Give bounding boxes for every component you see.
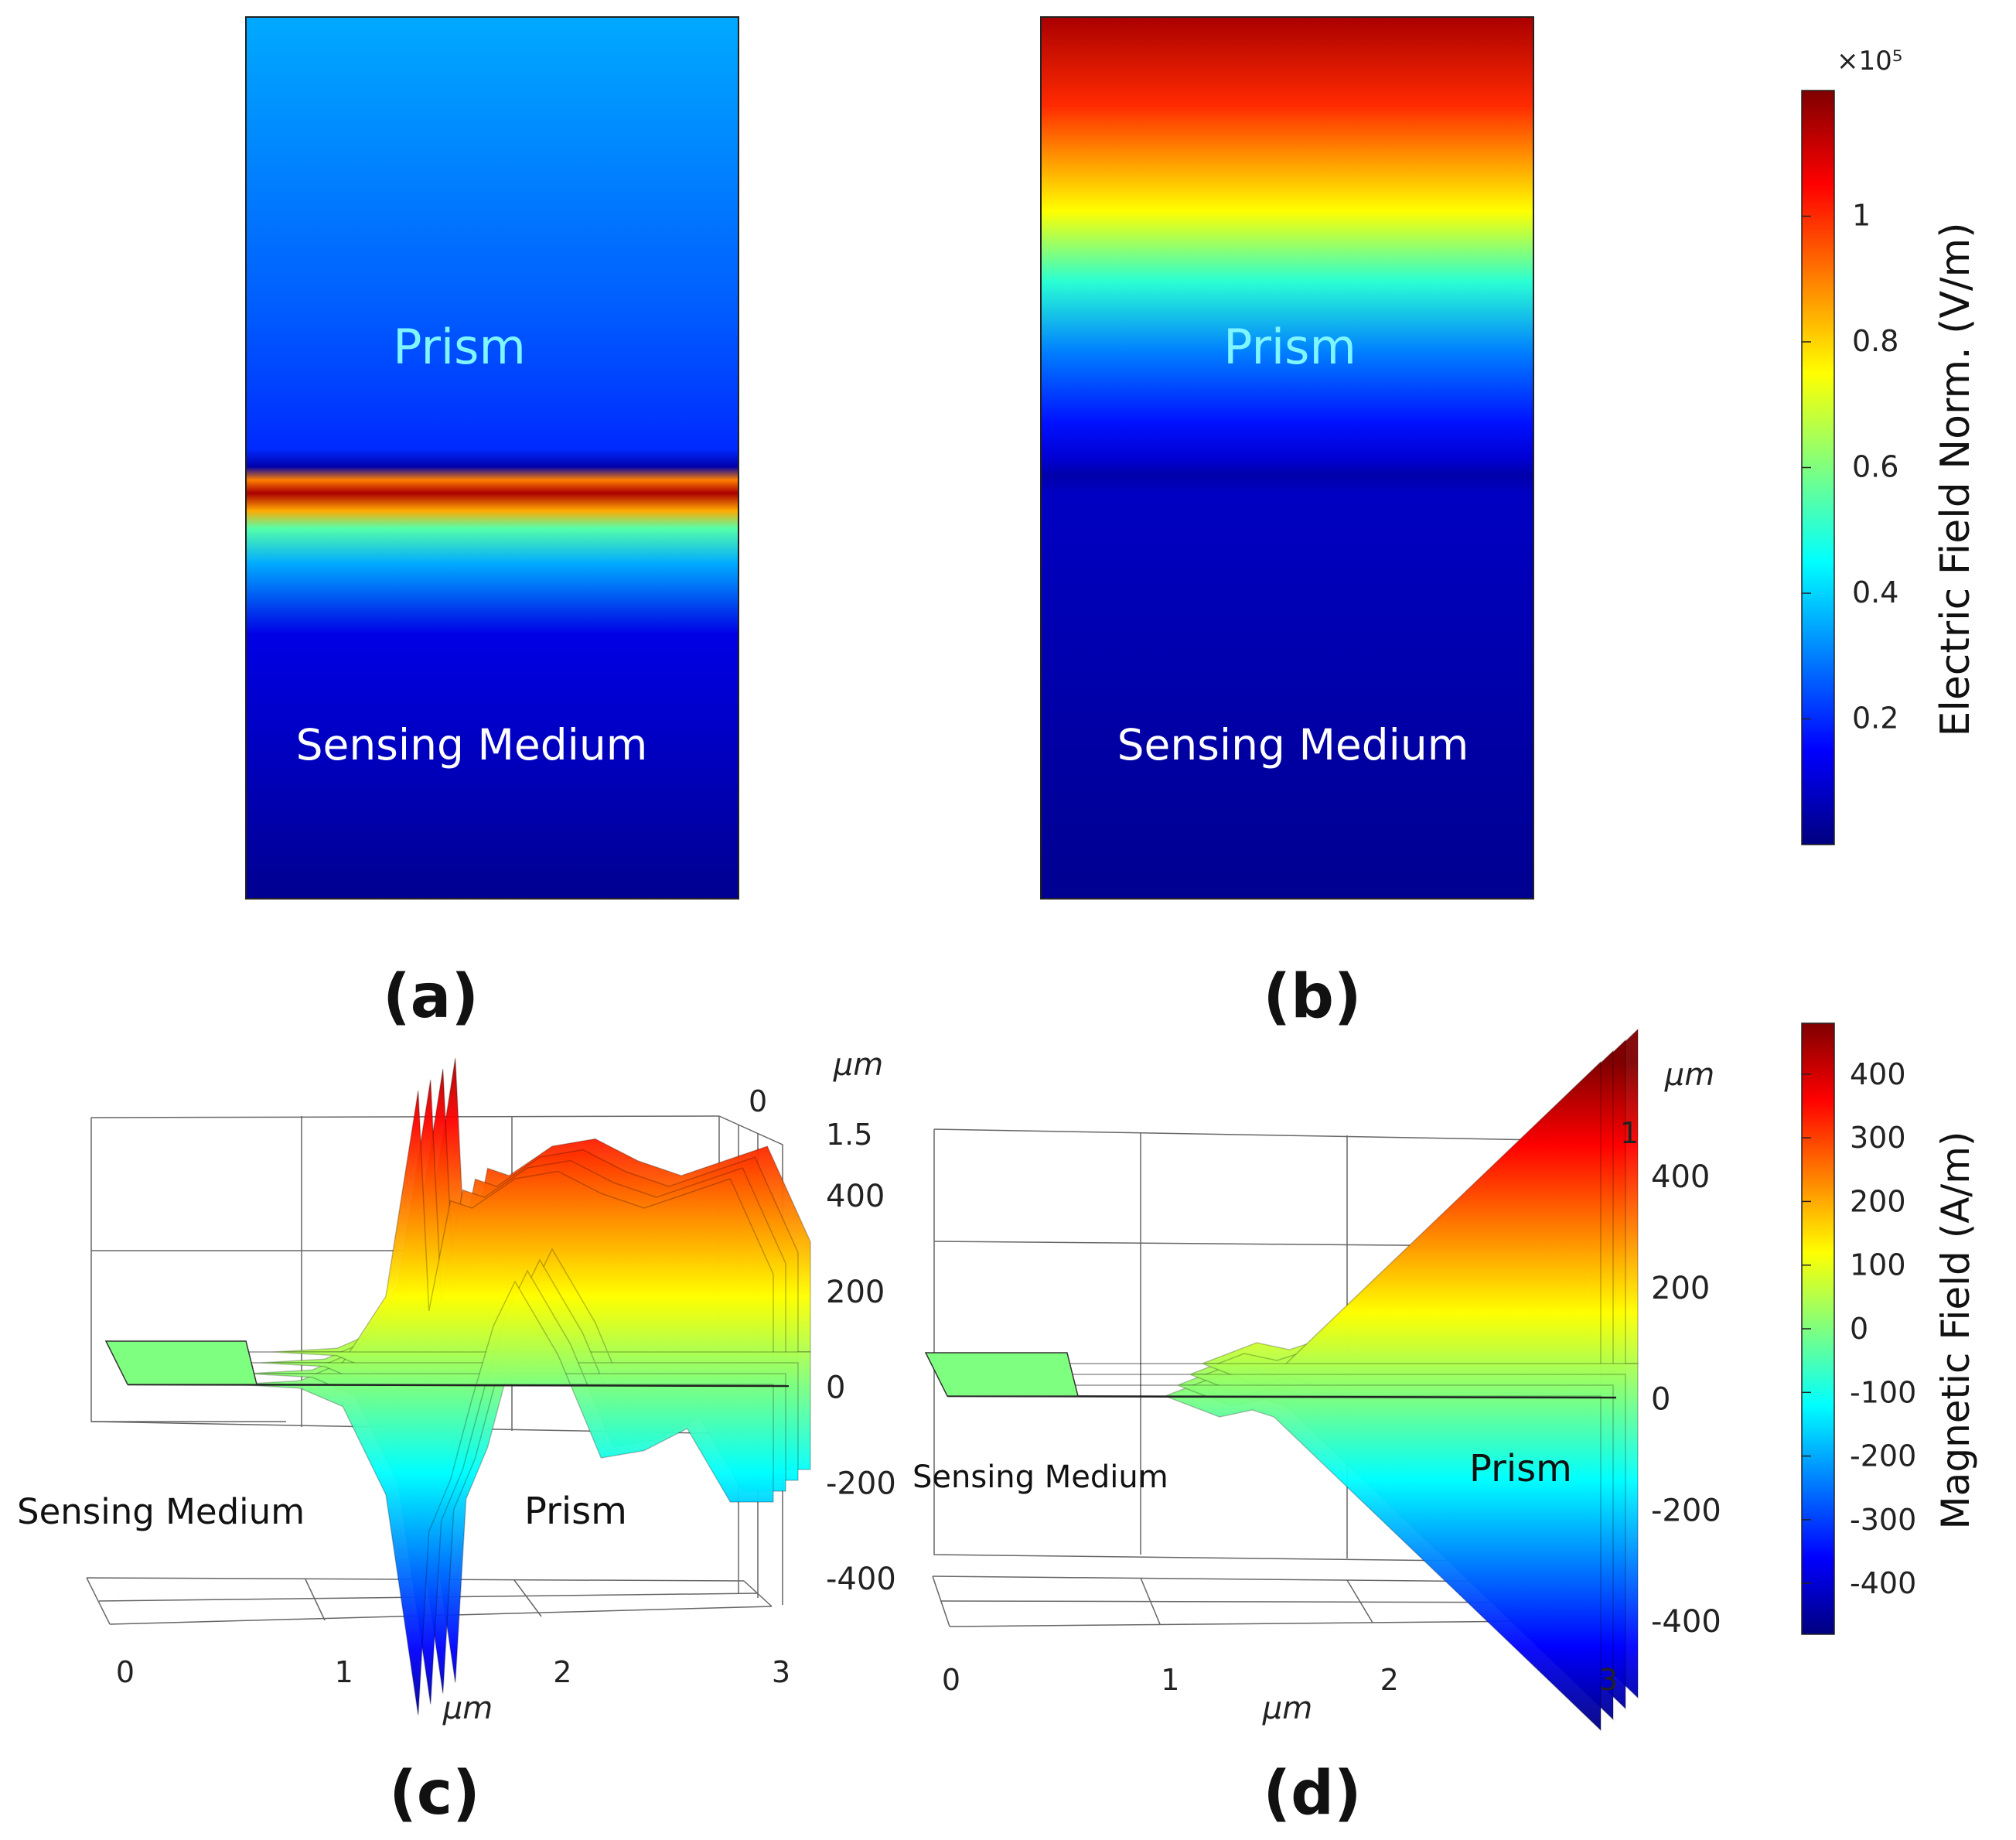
panel-c-x-tick-label: 3 [772, 1655, 790, 1689]
panel-d-depth-axis-label: μm [1664, 1057, 1714, 1093]
panel-d-x-tick-label: 3 [1599, 1663, 1618, 1697]
panel-d-flat-region [924, 1352, 1079, 1397]
panel-d-x-tick-label: 0 [942, 1663, 960, 1697]
panel-c-surface [104, 1057, 811, 1715]
panel-c-x-tick-label: 0 [116, 1655, 135, 1689]
panel-a-prism-label: Prism [393, 319, 526, 375]
panel-c-x-tick-label: 1 [335, 1655, 353, 1689]
panel-d-depth-ticks: 1 [1620, 1116, 1639, 1150]
panel-d-z-tick-label: 200 [1651, 1271, 1710, 1306]
panel-d-z-tick-label: 0 [1651, 1382, 1670, 1418]
panel-c-x-ticks: 0 1 2 3 [116, 1655, 790, 1689]
panel-d-caption: (d) [1263, 1759, 1361, 1828]
panel-b-field-map [1040, 16, 1534, 900]
panel-d-surface [924, 1028, 1639, 1732]
colorbar-electric-ticks: 1 0.8 0.6 0.4 0.2 [1802, 199, 1898, 736]
panel-c-surface-layer [128, 1090, 774, 1385]
panel-a-caption: (a) [383, 962, 479, 1032]
panel-c-x-tick-label: 2 [553, 1655, 571, 1689]
panel-c-z-tick-label: -400 [826, 1562, 896, 1597]
panel-b-caption: (b) [1263, 962, 1361, 1032]
panel-c-x-axis-label: μm [442, 1691, 493, 1726]
panel-c-z-tick-label: -200 [826, 1466, 896, 1501]
colorbar-magnetic: 400 300 200 100 0 -100 -200 -300 -400 Magnetic F… [1801, 1022, 1978, 1635]
colorbar-magnetic-tick-label: 200 [1850, 1184, 1906, 1218]
panel-d-z-ticks: 400 200 0 -200 -400 [1651, 1159, 1721, 1640]
colorbar-electric-tick-label: 0.6 [1852, 450, 1898, 484]
colorbar-magnetic-tick-label: -300 [1850, 1503, 1916, 1537]
colorbar-magnetic-title: Magnetic Field (A/m) [1933, 1132, 1978, 1530]
panel-b-sensing-label: Sensing Medium [1117, 720, 1469, 770]
panel-c-z-tick-label: 400 [826, 1179, 885, 1214]
panel-c-depth-axis-label: μm [833, 1047, 883, 1083]
colorbar-magnetic-tick-label: 400 [1850, 1057, 1906, 1091]
colorbar-magnetic-ticks: 400 300 200 100 0 -100 -200 -300 -400 [1802, 1057, 1916, 1600]
panel-c-depth-tick-label: 0 [749, 1084, 767, 1118]
panel-d-x-tick-label: 2 [1380, 1663, 1399, 1697]
panel-b: Prism Sensing Medium (b) [1040, 16, 1534, 1032]
panel-c-z-tick-label: 200 [826, 1275, 885, 1310]
panel-d-sensing-label: Sensing Medium [912, 1459, 1168, 1495]
colorbar-electric-tick-label: 0.4 [1852, 575, 1898, 609]
colorbar-magnetic-tick-label: 300 [1850, 1121, 1906, 1155]
colorbar-electric-title: Electric Field Norm. (V/m) [1932, 223, 1979, 737]
colorbar-magnetic-tick-label: 0 [1850, 1312, 1868, 1346]
panel-d-depth-tick-label: 1 [1620, 1116, 1639, 1150]
colorbar-magnetic-tick-label: -200 [1850, 1439, 1916, 1473]
panel-d-z-tick-label: 400 [1651, 1159, 1710, 1195]
panel-c-flat-region [104, 1340, 258, 1385]
panel-d: 0 1 2 3 400 200 0 -200 -400 1 μm μm Sensing Med… [912, 1028, 1721, 1828]
panel-d-prism-label: Prism [1469, 1447, 1572, 1490]
panel-c-prism-label: Prism [524, 1490, 627, 1533]
panel-d-x-ticks: 0 1 2 3 [942, 1663, 1618, 1697]
panel-b-prism-label: Prism [1223, 319, 1356, 375]
colorbar-magnetic-tick-label: -100 [1850, 1375, 1916, 1409]
panel-c-caption: (c) [389, 1759, 480, 1828]
colorbar-electric-tick-label: 0.8 [1852, 324, 1898, 358]
panel-a-field-map [245, 16, 739, 900]
panel-d-z-tick-label: -200 [1651, 1493, 1721, 1528]
panel-c-surface-layer [128, 1280, 774, 1715]
panel-c-z-tick-label: 0 [826, 1371, 845, 1406]
colorbar-magnetic-tick-label: -400 [1850, 1566, 1916, 1600]
colorbar-electric-multiplier: ×10⁵ [1837, 46, 1902, 77]
panel-c-depth-tick-label: 1.5 [826, 1118, 872, 1152]
panel-a: Prism Sensing Medium (a) [245, 16, 739, 1032]
colorbar-electric: ×10⁵ 1 0.8 0.6 0.4 0.2 Electric Field Norm. … [1801, 46, 1979, 845]
panel-d-x-tick-label: 1 [1161, 1663, 1179, 1697]
panel-c-z-ticks: 400 200 0 -200 -400 [826, 1179, 896, 1597]
panel-c-depth-ticks: 01.5 [749, 1084, 872, 1152]
colorbar-magnetic-tick-label: 100 [1850, 1248, 1906, 1282]
panel-a-sensing-label: Sensing Medium [296, 720, 648, 770]
colorbar-electric-tick-label: 1 [1852, 199, 1871, 233]
panel-d-x-axis-label: μm [1262, 1691, 1312, 1726]
colorbar-electric-tick-label: 0.2 [1852, 702, 1898, 736]
panel-d-surface-layer [947, 1395, 1602, 1732]
panel-d-z-tick-label: -400 [1651, 1604, 1721, 1640]
panel-c-sensing-label: Sensing Medium [17, 1491, 305, 1532]
